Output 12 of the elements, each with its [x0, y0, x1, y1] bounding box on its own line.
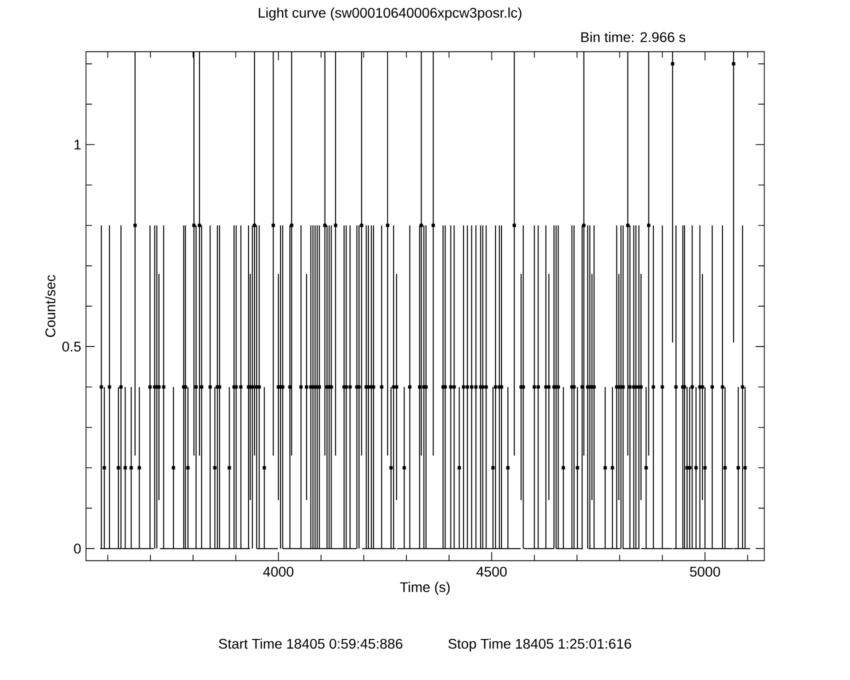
y-tick-label: 0	[74, 544, 81, 554]
y-axis-title: Count/sec	[45, 275, 56, 337]
chart-title: Light curve (sw00010640006xpcw3posr.lc)	[258, 7, 522, 21]
x-tick-label: 4500	[476, 566, 507, 577]
x-tick-label: 4000	[263, 566, 294, 577]
x-axis-title: Time (s)	[400, 582, 450, 595]
text: Start Time 18405 0:59:45:886	[218, 638, 402, 649]
y-tick-label: 1	[74, 140, 81, 150]
text: Stop Time 18405 1:25:01:616	[448, 638, 632, 652]
x-tick-label: 5000	[690, 566, 720, 577]
y-tick-label: 0.5	[62, 342, 81, 352]
chart-subtitle: Bin time: 2.966 s	[581, 32, 686, 42]
